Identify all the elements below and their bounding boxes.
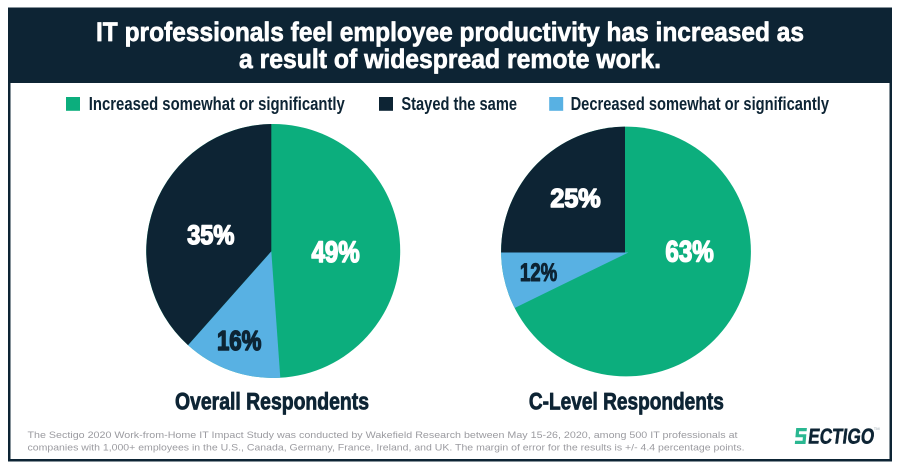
svg-text:Stayed the same: Stayed the same xyxy=(401,94,517,114)
svg-text:Decreased somewhat or signific: Decreased somewhat or significantly xyxy=(571,94,829,114)
svg-text:Increased somewhat or signific: Increased somewhat or significantly xyxy=(89,94,345,114)
svg-text:The Sectigo 2020 Work-from-Hom: The Sectigo 2020 Work-from-Home IT Impac… xyxy=(28,430,738,441)
svg-text:25%: 25% xyxy=(550,183,600,213)
svg-text:12%: 12% xyxy=(520,259,557,287)
svg-text:a result of widespread remote: a result of widespread remote work. xyxy=(239,44,661,74)
svg-text:companies with 1,000+ employee: companies with 1,000+ employees in the U… xyxy=(28,442,745,453)
svg-text:IT professionals feel employee: IT professionals feel employee productiv… xyxy=(96,17,804,47)
svg-text:35%: 35% xyxy=(187,220,234,250)
svg-text:ECTIGO: ECTIGO xyxy=(807,424,876,449)
svg-text:C-Level Respondents: C-Level Respondents xyxy=(529,388,724,415)
svg-text:49%: 49% xyxy=(311,236,359,269)
svg-text:Overall Respondents: Overall Respondents xyxy=(175,388,369,415)
svg-text:63%: 63% xyxy=(665,236,713,269)
svg-text:TM: TM xyxy=(874,426,880,431)
svg-text:16%: 16% xyxy=(217,325,262,356)
